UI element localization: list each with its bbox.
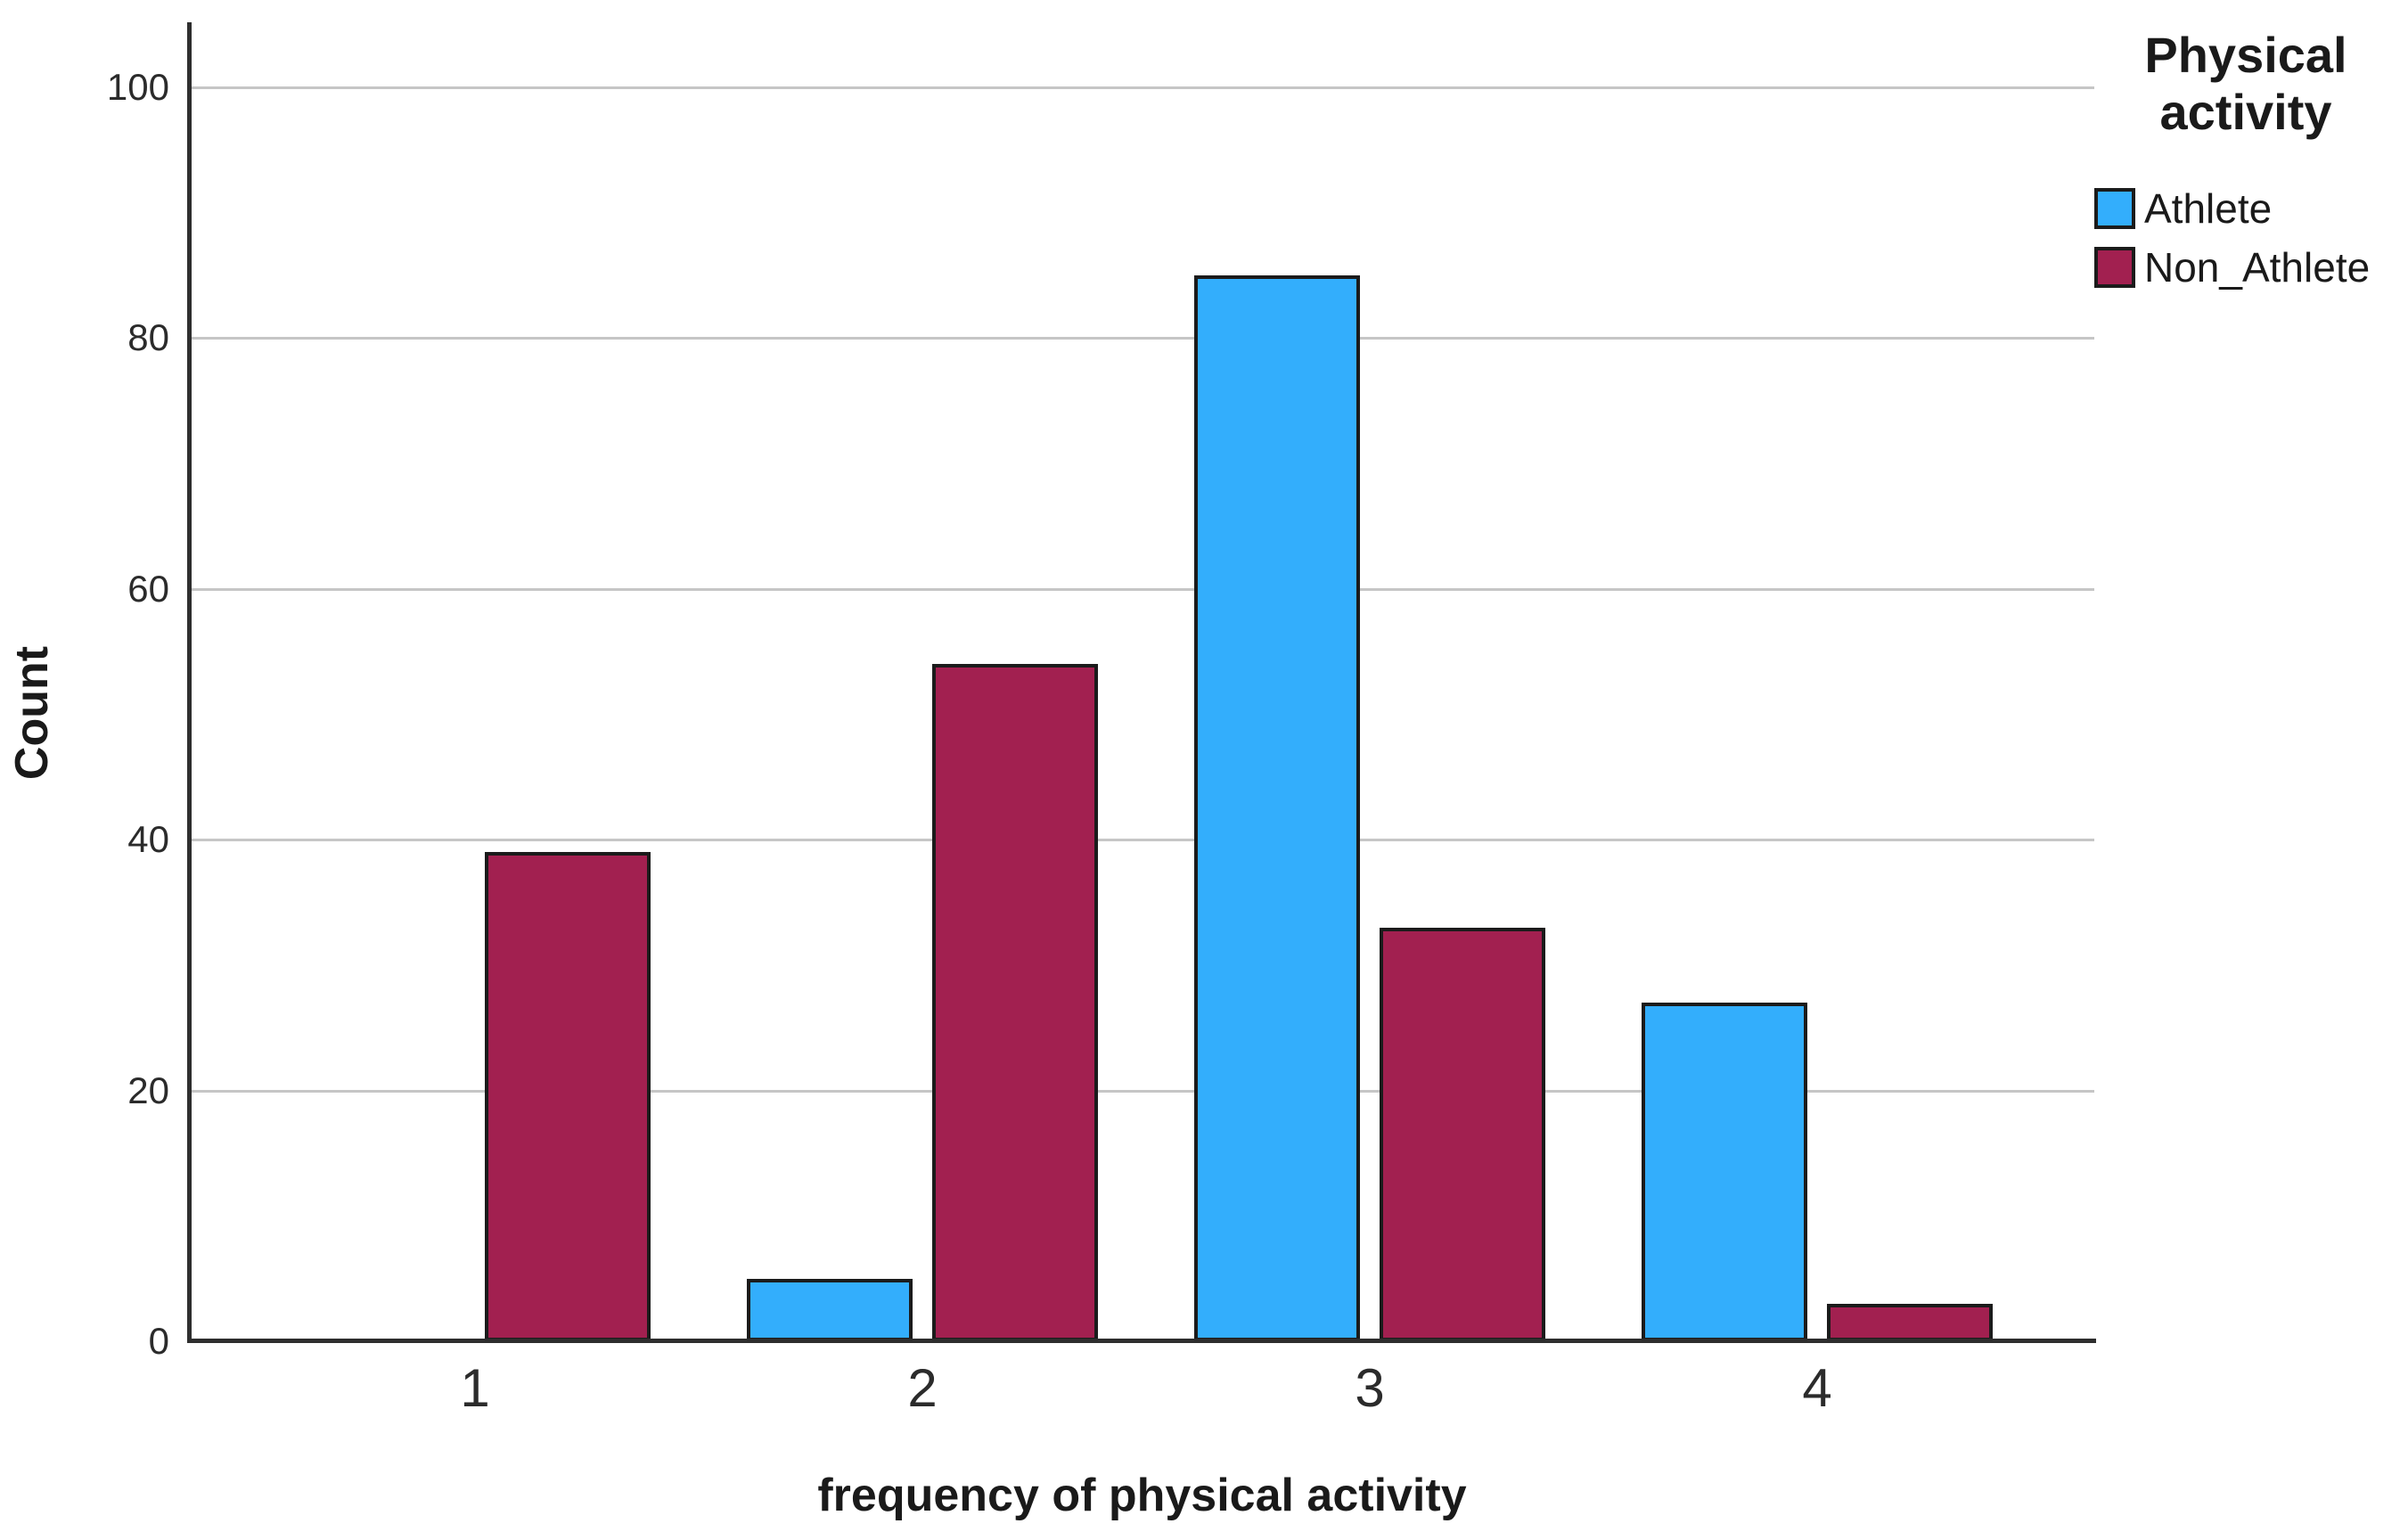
bar-athlete-cat3 xyxy=(1194,275,1360,1341)
legend-swatch-athlete xyxy=(2094,188,2135,229)
legend-title-line-1: Physical xyxy=(2144,27,2347,83)
gridline-y-100 xyxy=(190,86,2094,89)
legend-title-line-2: activity xyxy=(2159,84,2332,140)
y-tick-label-60: 60 xyxy=(127,567,169,610)
bar-non_athlete-cat3 xyxy=(1380,927,1545,1341)
x-tick-label-3: 3 xyxy=(1355,1358,1385,1418)
y-tick-label-0: 0 xyxy=(148,1320,169,1362)
legend-item-non_athlete: Non_Athlete xyxy=(2094,246,2397,289)
legend-label-athlete: Athlete xyxy=(2144,185,2273,232)
legend-item-athlete: Athlete xyxy=(2094,187,2397,230)
gridline-y-80 xyxy=(190,337,2094,340)
x-tick-label-1: 1 xyxy=(460,1358,490,1418)
x-axis-line xyxy=(187,1339,2096,1343)
y-axis-line xyxy=(187,22,192,1343)
y-tick-label-40: 40 xyxy=(127,818,169,861)
legend-label-non_athlete: Non_Athlete xyxy=(2144,244,2371,291)
x-tick-label-2: 2 xyxy=(907,1358,938,1418)
y-tick-label-20: 20 xyxy=(127,1069,169,1111)
bar-athlete-cat2 xyxy=(747,1278,913,1341)
bar-non_athlete-cat4 xyxy=(1827,1303,1993,1341)
x-axis-title: frequency of physical activity xyxy=(817,1470,1467,1521)
gridline-y-20 xyxy=(190,1089,2094,1093)
legend-item-list: Athlete Non_Athlete xyxy=(2094,187,2397,289)
legend-swatch-non_athlete xyxy=(2094,247,2135,288)
x-tick-label-4: 4 xyxy=(1802,1358,1832,1418)
y-tick-label-80: 80 xyxy=(127,316,169,359)
bar-athlete-cat4 xyxy=(1642,1003,1807,1341)
gridline-y-60 xyxy=(190,587,2094,591)
y-tick-label-100: 100 xyxy=(106,66,169,108)
y-axis-title: Count xyxy=(6,645,58,781)
legend: Physical activity Athlete Non_Athlete xyxy=(2094,27,2397,289)
bar-non_athlete-cat1 xyxy=(485,852,651,1341)
gridline-y-40 xyxy=(190,839,2094,842)
bar-non_athlete-cat2 xyxy=(932,664,1098,1341)
legend-title: Physical activity xyxy=(2094,27,2397,141)
